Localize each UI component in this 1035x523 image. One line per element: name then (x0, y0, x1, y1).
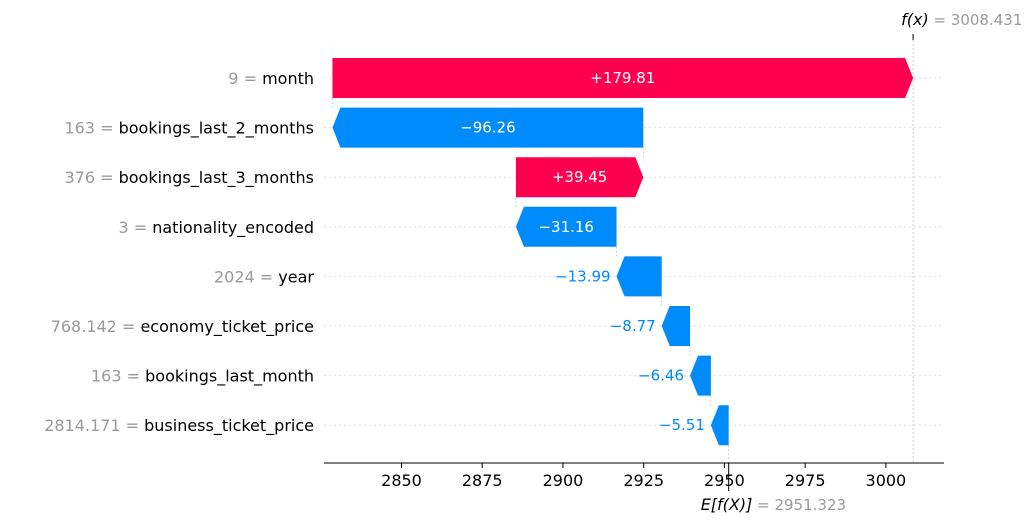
negative-contribution-bar (690, 355, 711, 396)
negative-contribution-bar (710, 405, 729, 446)
x-tick-label: 2850 (381, 471, 422, 490)
bar-value-label: +39.45 (552, 168, 608, 186)
feature-label: 9 = month (228, 69, 314, 88)
bar-value-label: −13.99 (555, 267, 611, 285)
contribution-bars: +179.81 −96.26 +39.45 −31.16 −13.99 −8.77 −6.4… (332, 58, 914, 446)
feature-label: 3 = nationality_encoded (118, 218, 314, 238)
x-tick-label: 2950 (704, 471, 745, 490)
x-axis: 2850 2875 2900 2925 2950 2975 3000 (324, 462, 944, 491)
feature-value: 3 = (118, 218, 152, 237)
x-tick-label: 2925 (623, 471, 664, 490)
base-value-label: E[f(X)] = 2951.323 (701, 495, 846, 514)
feature-value: 163 = (64, 119, 118, 138)
x-tick-label: 2975 (785, 471, 826, 490)
base-value-number: = 2951.323 (752, 496, 846, 514)
negative-contribution-bar (661, 306, 691, 346)
x-tick-label: 3000 (866, 471, 907, 490)
bar-value-label: −6.46 (638, 367, 684, 385)
feature-name: bookings_last_3_months (119, 168, 314, 188)
feature-value: 163 = (91, 367, 145, 386)
negative-contribution-bar (616, 256, 662, 297)
final-value-label: f(x) = 3008.431 (901, 10, 1022, 29)
value-annotations: f(x) = 3008.431 E[f(X)] = 2951.323 (701, 10, 1023, 514)
feature-value: 2814.171 = (44, 416, 144, 435)
feature-label: 2814.171 = business_ticket_price (44, 416, 314, 436)
feature-value: 376 = (64, 168, 118, 187)
negative-contribution-bar (515, 206, 617, 247)
positive-contribution-bar (515, 157, 644, 198)
negative-contribution-bar (332, 107, 644, 148)
feature-value: 9 = (228, 69, 262, 88)
connector-guides (332, 34, 914, 463)
feature-label: 2024 = year (214, 267, 314, 286)
feature-label: 768.142 = economy_ticket_price (51, 317, 314, 337)
feature-name: month (262, 69, 314, 88)
final-value-number: = 3008.431 (929, 11, 1023, 29)
feature-labels: 9 = month 163 = bookings_last_2_months 376… (44, 69, 314, 436)
feature-name: year (278, 267, 314, 286)
bar-value-label: −96.26 (460, 119, 516, 137)
base-value-math: E[f(X)] (701, 495, 753, 514)
feature-label: 163 = bookings_last_2_months (64, 119, 314, 139)
bar-value-label: −8.77 (610, 317, 656, 335)
bar-value-label: −31.16 (538, 218, 594, 236)
bar-value-label: +179.81 (590, 69, 655, 87)
positive-contribution-bar (332, 58, 914, 98)
feature-label: 376 = bookings_last_3_months (64, 168, 314, 188)
feature-name: economy_ticket_price (140, 317, 314, 337)
feature-name: business_ticket_price (144, 416, 314, 436)
feature-name: bookings_last_2_months (119, 119, 314, 139)
feature-value: 768.142 = (51, 317, 141, 336)
bar-value-label: −5.51 (659, 416, 705, 434)
feature-value: 2024 = (214, 267, 278, 286)
feature-name: bookings_last_month (145, 367, 314, 387)
x-tick-label: 2875 (462, 471, 503, 490)
x-tick-label: 2900 (543, 471, 584, 490)
final-value-math: f(x) (901, 10, 929, 29)
feature-label: 163 = bookings_last_month (91, 367, 314, 387)
feature-name: nationality_encoded (152, 218, 314, 238)
